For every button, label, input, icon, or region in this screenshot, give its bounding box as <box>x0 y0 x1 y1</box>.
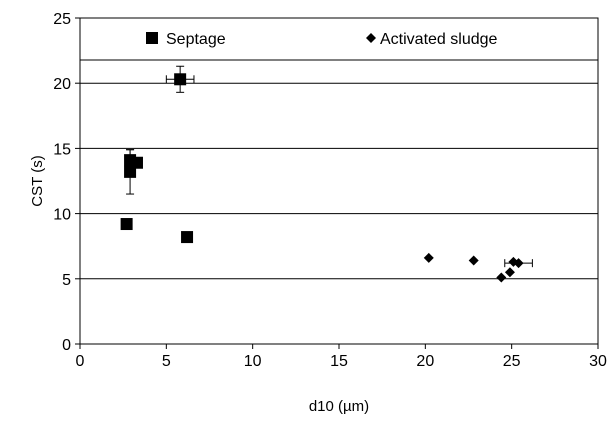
x-tick-label: 5 <box>162 353 171 370</box>
y-tick-label: 5 <box>62 272 71 289</box>
axis-ticks: 0 5 10 15 20 25 0 5 10 15 20 25 30 <box>53 11 607 370</box>
legend-marker-activated-sludge <box>366 33 376 43</box>
x-tick-label: 25 <box>503 353 521 370</box>
x-tick-label: 15 <box>330 353 348 370</box>
y-tick-label: 10 <box>53 207 71 224</box>
plot-area <box>79 17 599 345</box>
legend-label-septage: Septage <box>166 31 226 48</box>
data-point-septage <box>181 231 194 244</box>
legend-marker-septage <box>146 32 158 44</box>
data-point-septage <box>124 165 137 178</box>
data-point-activated-sludge <box>513 258 524 269</box>
data-point-septage <box>120 218 133 231</box>
data-point-septage <box>174 73 187 86</box>
y-axis-title: CST (s) <box>29 155 46 206</box>
legend: Septage Activated sludge <box>79 17 599 61</box>
data-point-septage <box>130 156 143 169</box>
y-tick-label: 0 <box>62 337 71 354</box>
x-tick-label: 10 <box>244 353 262 370</box>
data-point-activated-sludge <box>423 252 434 263</box>
data-point-activated-sludge <box>504 267 515 278</box>
data-point-activated-sludge <box>496 272 507 283</box>
legend-box <box>79 17 599 61</box>
x-axis-title: d10 (µm) <box>309 398 369 415</box>
legend-label-activated-sludge: Activated sludge <box>380 31 498 48</box>
y-tick-label: 20 <box>53 76 71 93</box>
x-tick-label: 30 <box>589 353 607 370</box>
y-tick-label: 15 <box>53 141 71 158</box>
gridlines <box>80 82 598 280</box>
y-tick-label: 25 <box>53 11 71 28</box>
data-point-activated-sludge <box>468 255 479 266</box>
x-tick-label: 20 <box>416 353 434 370</box>
x-tick-label: 0 <box>76 353 85 370</box>
data-points <box>120 65 533 283</box>
